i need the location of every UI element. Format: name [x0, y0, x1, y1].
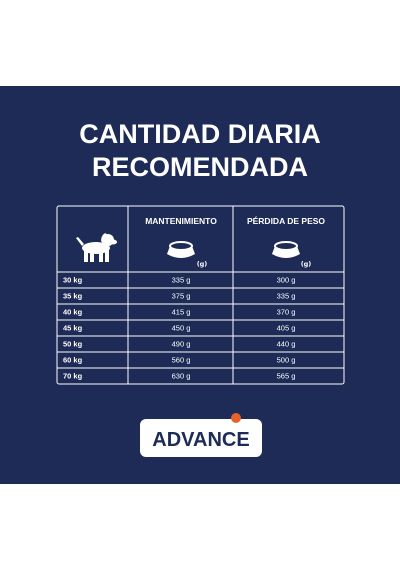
- amount-cell: 450 g: [172, 323, 191, 332]
- weight-cell: 35 kg: [63, 291, 83, 300]
- amount-cell: 335 g: [172, 275, 191, 284]
- logo-dot: [231, 413, 241, 423]
- weight-cell: 50 kg: [63, 339, 83, 348]
- title-line: RECOMENDADA: [92, 152, 308, 182]
- amount-cell: 565 g: [277, 371, 296, 380]
- amount-cell: 500 g: [277, 355, 296, 364]
- amount-cell: 630 g: [172, 371, 191, 380]
- bowl-icon: [167, 241, 300, 258]
- background-panel: [0, 86, 400, 484]
- amount-cell: 405 g: [277, 323, 296, 332]
- amount-cell: 415 g: [172, 307, 191, 316]
- unit-label: (g): [197, 260, 208, 268]
- logo-badge: [140, 419, 262, 457]
- table-frame: [56, 205, 345, 385]
- amount-cell: 375 g: [172, 291, 191, 300]
- amount-cell: 440 g: [277, 339, 296, 348]
- amount-cell: 335 g: [277, 291, 296, 300]
- dog-icon: [76, 233, 117, 262]
- weight-cell: 60 kg: [63, 355, 83, 364]
- weight-cell: 70 kg: [63, 371, 83, 380]
- amount-cell: 370 g: [277, 307, 296, 316]
- weight-cell: 45 kg: [63, 323, 83, 332]
- amount-cell: 490 g: [172, 339, 191, 348]
- unit-label: (g): [301, 260, 312, 268]
- weight-cell: 30 kg: [63, 275, 83, 284]
- title-line: CANTIDAD DIARIA: [79, 119, 320, 149]
- weight-cell: 40 kg: [63, 307, 83, 316]
- amount-cell: 300 g: [277, 275, 296, 284]
- column-header: PÉRDIDA DE PESO: [247, 216, 325, 226]
- column-header: MANTENIMIENTO: [145, 216, 217, 226]
- amount-cell: 560 g: [172, 355, 191, 364]
- logo-text: ADVANCE: [152, 429, 249, 451]
